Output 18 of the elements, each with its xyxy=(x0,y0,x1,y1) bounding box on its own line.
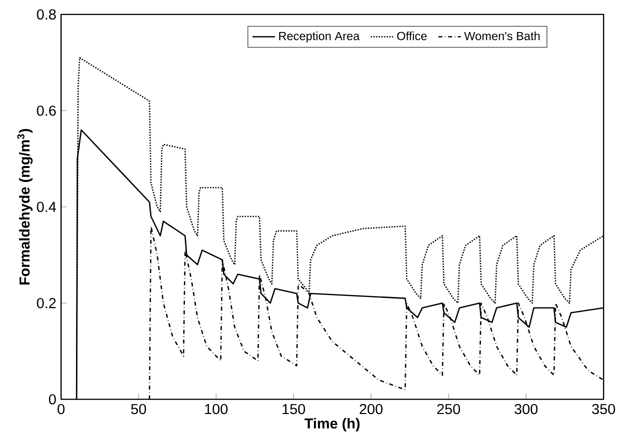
x-tick-label: 350 xyxy=(592,404,616,414)
x-tick-label: 50 xyxy=(131,404,146,414)
x-tick-label: 250 xyxy=(437,404,460,414)
y-tick-label: 0.8 xyxy=(36,9,56,20)
y-tick-label: 0.4 xyxy=(36,202,56,212)
y-tick-label: 0 xyxy=(48,394,56,404)
x-tick-label: 0 xyxy=(58,404,65,414)
x-tick-label: 100 xyxy=(205,404,228,414)
legend-label: Reception Area xyxy=(279,31,360,42)
x-axis-title: Time (h) xyxy=(304,418,360,432)
x-tick-label: 200 xyxy=(360,404,383,414)
legend-label: Office xyxy=(397,31,427,40)
y-tick-label: 0.6 xyxy=(36,105,56,116)
x-tick-label: 150 xyxy=(282,404,306,414)
legend-label: Women's Bath xyxy=(464,31,540,40)
y-tick-label: 0.2 xyxy=(36,298,56,308)
y-axis-title: Formaldehyde (mg/m$^{3}$) xyxy=(17,128,33,284)
x-tick-label: 300 xyxy=(514,404,538,414)
